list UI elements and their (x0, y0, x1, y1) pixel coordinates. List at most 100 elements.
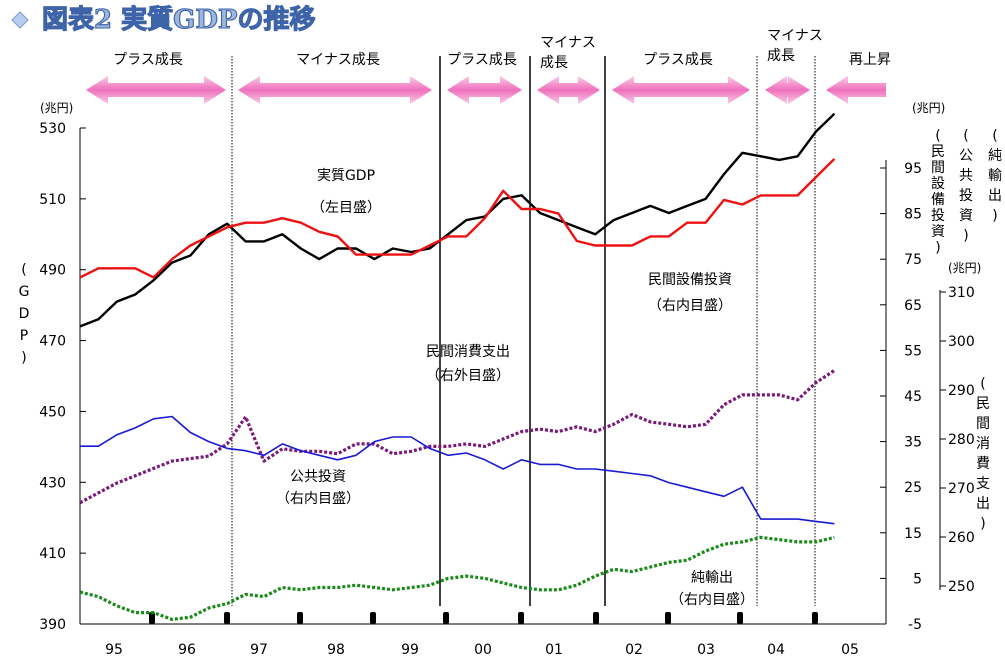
outer-tick-label-1: 300 (948, 334, 975, 350)
left-tick-label-3: 470 (39, 334, 66, 350)
left-vlabel-char-0: ( (21, 262, 26, 278)
x-axis-labels: 95 96 97 98 99 00 01 02 03 04 05 (105, 642, 859, 658)
outer-tick-label-5: 260 (948, 530, 975, 546)
right-vlabel-3-char-3: 消 (976, 436, 990, 452)
x-marker-3 (370, 612, 376, 624)
left-vlabel-char-1: G (19, 284, 30, 300)
annotation-setsubi-line0: 民間設備投資 (648, 272, 732, 288)
right-vlabel-0-char-2: 輸 (988, 168, 1002, 184)
x-label-3: 98 (327, 642, 345, 658)
right-vlabel-3-char-7: ) (980, 516, 985, 532)
inner-tick-label-4: 55 (904, 343, 922, 359)
right-vlabel-0-char-3: 出 (988, 188, 1002, 204)
series-lines (79, 112, 836, 622)
right-vlabel-2-char-5: 投 (931, 208, 945, 224)
right-vlabel-1-char-0: ( (963, 128, 968, 144)
outer-tick-label-4: 270 (948, 481, 975, 497)
outer-tick-label-2: 290 (948, 383, 975, 399)
inner-tick-label-9: 5 (913, 571, 922, 587)
phase-arrow-0 (86, 76, 226, 104)
series-annotations: 実質GDP （左目盛） 民間設備投資 （右内目盛） 民間消費支出 （右外目盛） 公共投資 （右… (276, 168, 754, 608)
x-label-1: 96 (178, 642, 196, 658)
series-line-shohi (79, 369, 836, 505)
left-tick-label-4: 450 (39, 404, 66, 420)
series-line-kokyo (80, 415, 835, 525)
left-axis-unit: (兆円) (40, 101, 73, 115)
x-marker-9 (812, 612, 818, 624)
inner-tick-label-3: 65 (904, 298, 922, 314)
phase-arrow-1 (238, 76, 432, 104)
right-vlabel-3-char-4: 費 (976, 456, 990, 472)
inner-tick-label-5: 45 (904, 389, 922, 405)
right-vlabel-0-char-0: ( (992, 128, 997, 144)
left-tick-label-0: 530 (39, 121, 66, 137)
right-vlabel-3-char-0: ( (980, 376, 985, 392)
inner-tick-label-1: 85 (904, 207, 922, 223)
annotation-setsubi-line1: （右内目盛） (648, 298, 732, 314)
left-tick-label-1: 510 (39, 192, 66, 208)
x-marker-1 (224, 612, 230, 624)
inner-tick-label-2: 75 (904, 252, 922, 268)
annotation-yushutsu-line1: （右内目盛） (670, 592, 754, 608)
right-vlabel-3-char-2: 間 (976, 416, 990, 432)
right-vlabel-1-char-2: 共 (959, 168, 973, 184)
x-marker-7 (665, 612, 671, 624)
left-vlabel-char-2: D (19, 306, 30, 322)
right-inner-axis-ticks: 95 85 75 65 55 45 35 25 15 5 -5 (880, 161, 922, 633)
phase-label-2: プラス成長 (447, 52, 517, 68)
left-axis-label: (GDP) (19, 262, 30, 366)
inner-tick-label-8: 15 (904, 526, 922, 542)
inner-tick-label-6: 35 (904, 435, 922, 451)
inner-tick-label-0: 95 (904, 161, 922, 177)
series-line-yushutsu (79, 535, 835, 622)
x-marker-0 (149, 612, 155, 624)
right-vlabel-1-char-1: 公 (959, 148, 973, 164)
right-vlabel-3-char-1: 民 (976, 396, 990, 412)
x-marker-8 (737, 612, 743, 624)
outer-tick-label-3: 280 (948, 432, 975, 448)
phase-arrow-5 (765, 76, 810, 104)
x-marker-5 (518, 612, 524, 624)
x-marker-4 (443, 612, 449, 624)
x-label-7: 02 (625, 642, 643, 658)
right-vlabel-2-char-6: 資 (931, 224, 945, 240)
left-axis-ticks: 530 510 490 470 450 430 410 390 (39, 121, 86, 633)
right-vlabel-3-char-5: 支 (976, 476, 990, 492)
phase-label-3-line1: マイナス (540, 35, 596, 51)
title-diamond-icon (11, 11, 29, 29)
chart-title: 図表2 実質GDPの推移 (42, 4, 315, 35)
x-label-9: 04 (767, 642, 785, 658)
inner-tick-label-7: 25 (904, 480, 922, 496)
annotation-shohi-line1: （右外目盛） (426, 368, 510, 384)
right-vlabel-2-char-3: 設 (931, 176, 945, 192)
phase-label-3-line2: 成長 (540, 55, 568, 71)
right-outer-axis-ticks: 310 300 290 280 270 260 250 (940, 285, 975, 595)
right-inner-axis-unit: (兆円) (912, 101, 945, 115)
x-marker-6 (593, 612, 599, 624)
phase-arrow-3 (537, 76, 600, 104)
phase-label-5-line2: 成長 (767, 48, 795, 64)
right-outer-axis-unit: (兆円) (948, 261, 981, 275)
left-vlabel-char-3: P (20, 328, 28, 344)
outer-tick-label-6: 250 (948, 579, 975, 595)
right-vlabel-0-char-4: ) (992, 208, 997, 224)
x-label-10: 05 (841, 642, 859, 658)
x-label-6: 01 (545, 642, 563, 658)
right-vlabel-2-char-4: 備 (931, 192, 945, 208)
phase-arrow-4 (612, 76, 750, 104)
annotation-shohi-line0: 民間消費支出 (426, 344, 510, 360)
right-vlabel-3-char-6: 出 (976, 496, 990, 512)
series-line-gdp (79, 112, 836, 328)
annotation-yushutsu-line0: 純輸出 (691, 570, 733, 586)
right-vlabel-2-char-0: ( (935, 128, 940, 144)
annotation-gdp-line1: （左目盛） (311, 200, 381, 216)
phase-label-5-line1: マイナス (767, 28, 823, 44)
right-axis-labels: (純輸出)(公共投資)(民間設備投資)(民間消費支出) (931, 128, 1002, 532)
left-tick-label-2: 490 (39, 263, 66, 279)
outer-tick-label-0: 310 (948, 285, 975, 301)
phase-arrows (86, 76, 886, 104)
left-tick-label-6: 410 (39, 546, 66, 562)
phase-labels: プラス成長 マイナス成長 プラス成長 マイナス成長 プラス成長 マイナス成長 再上昇 (113, 28, 891, 71)
